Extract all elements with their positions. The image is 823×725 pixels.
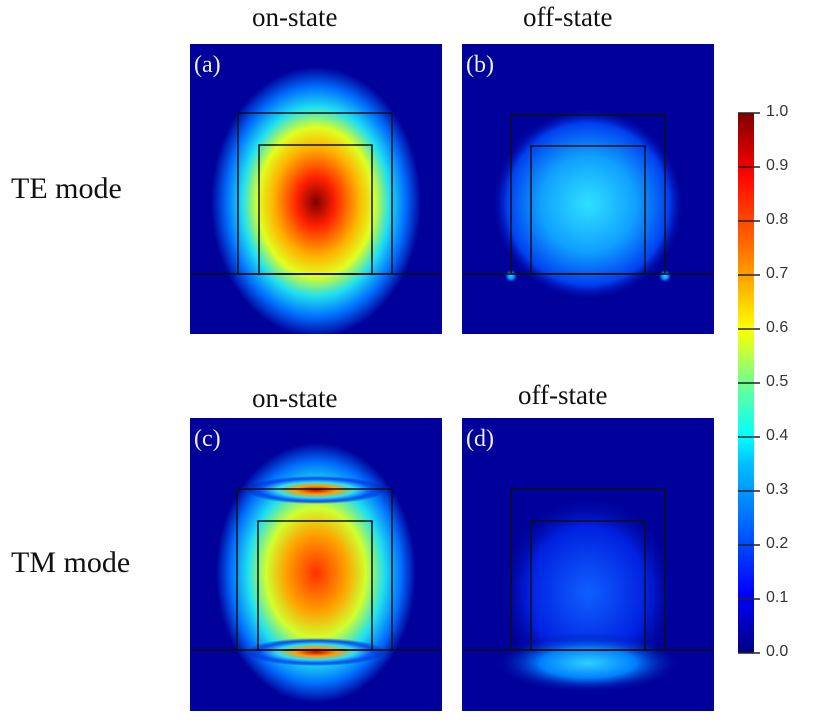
colorbar-tick-label: 0.6 bbox=[766, 319, 789, 336]
panel-label: (a) bbox=[194, 52, 221, 78]
row-label-te: TE mode bbox=[11, 172, 122, 205]
column-header-a: on-state bbox=[252, 2, 338, 32]
heatmap-panel-d: (d) bbox=[462, 418, 714, 711]
field-intensity bbox=[493, 109, 683, 299]
bottom-lobe bbox=[493, 633, 683, 693]
colorbar-tick-label: 0.8 bbox=[766, 211, 789, 228]
colorbar-tick-label: 0.0 bbox=[766, 643, 789, 660]
heatmap-panel-a: (a) bbox=[190, 44, 442, 334]
colorbar-tick-label: 0.4 bbox=[766, 427, 789, 444]
panel-label: (b) bbox=[466, 52, 494, 78]
heatmap-panel-b: (b) bbox=[462, 44, 714, 334]
colorbar-tick-label: 0.3 bbox=[766, 481, 789, 498]
top-lobe bbox=[246, 476, 386, 504]
column-header-c: on-state bbox=[252, 383, 338, 413]
colorbar-tick-label: 1.0 bbox=[766, 103, 789, 120]
corner-hotspot bbox=[658, 269, 672, 283]
colorbar-tick-label: 0.2 bbox=[766, 535, 789, 552]
row-label-tm: TM mode bbox=[11, 546, 131, 579]
panel-label: (d) bbox=[466, 426, 494, 452]
colorbar-tick-label: 0.1 bbox=[766, 589, 789, 606]
corner-hotspot bbox=[504, 269, 518, 283]
colorbar bbox=[738, 112, 760, 654]
colorbar-tick-label: 0.5 bbox=[766, 373, 789, 390]
field-intensity bbox=[216, 443, 416, 703]
bottom-lobe bbox=[246, 638, 386, 666]
panel-label: (c) bbox=[194, 426, 221, 452]
colorbar-tick-label: 0.7 bbox=[766, 265, 789, 282]
column-header-d: off-state bbox=[518, 380, 608, 410]
column-header-b: off-state bbox=[523, 2, 613, 32]
heatmap-panel-c: (c) bbox=[190, 418, 442, 711]
colorbar-tick-label: 0.9 bbox=[766, 157, 789, 174]
field-intensity bbox=[211, 67, 421, 334]
